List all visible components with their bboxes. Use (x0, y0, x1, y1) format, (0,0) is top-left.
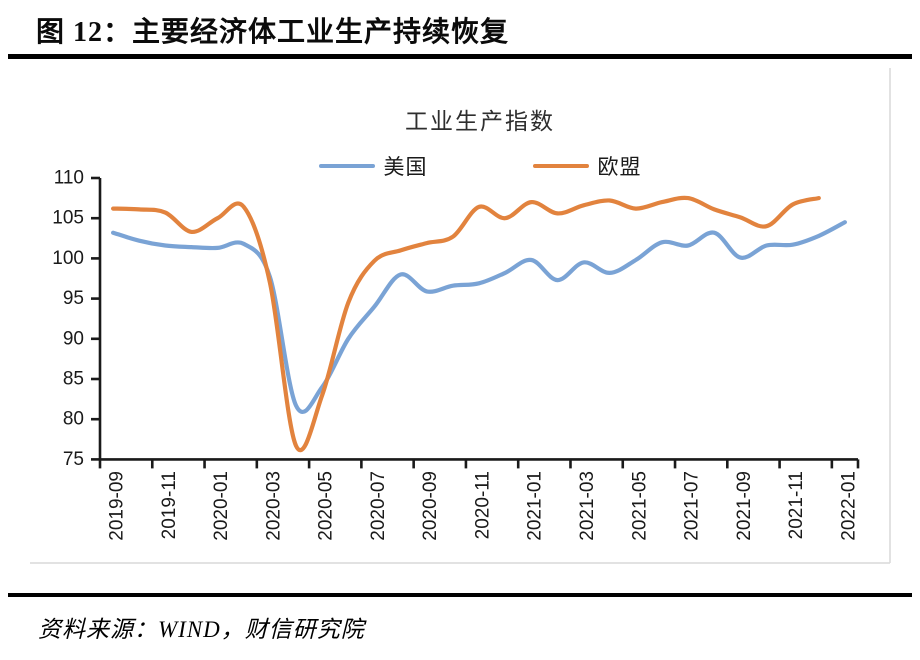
svg-text:2021-03: 2021-03 (577, 471, 598, 541)
svg-text:2022-01: 2022-01 (838, 471, 859, 541)
svg-text:2020-03: 2020-03 (263, 471, 284, 541)
svg-text:80: 80 (63, 409, 84, 430)
chart-legend: 美国 欧盟 (100, 151, 860, 181)
svg-text:2020-11: 2020-11 (472, 471, 493, 539)
y-axis-labels: 75 80 85 90 95 100 105 110 (52, 168, 84, 470)
svg-text:2021-07: 2021-07 (682, 471, 703, 541)
legend-label-eu: 欧盟 (597, 156, 642, 179)
svg-text:85: 85 (63, 369, 84, 390)
svg-text:100: 100 (52, 248, 84, 269)
eu-line-swatch (532, 164, 589, 168)
svg-text:2021-11: 2021-11 (786, 471, 807, 539)
svg-text:90: 90 (63, 328, 84, 349)
us-line-swatch (318, 164, 375, 168)
svg-text:2020-07: 2020-07 (368, 471, 389, 541)
source-text: 资料来源：WIND，财信研究院 (38, 617, 365, 642)
svg-text:105: 105 (52, 208, 84, 229)
svg-text:110: 110 (54, 168, 84, 189)
svg-text:95: 95 (63, 288, 84, 309)
series-line-0 (111, 220, 847, 415)
bottom-rule (8, 593, 912, 597)
figure-title: 图 12：主要经济体工业生产持续恢复 (36, 17, 510, 48)
legend-label-us: 美国 (383, 156, 428, 179)
series-line-1 (111, 195, 821, 453)
legend-item-us: 美国 (318, 151, 428, 181)
x-axis-labels: 2019-09 2019-11 2020-01 2020-03 2020-05 2020-… (107, 471, 860, 541)
svg-text:2021-01: 2021-01 (525, 471, 546, 541)
svg-text:2020-09: 2020-09 (420, 471, 441, 541)
svg-text:2020-01: 2020-01 (211, 471, 232, 541)
chart-title: 工业生产指数 (405, 108, 555, 134)
top-rule (8, 54, 912, 59)
svg-text:75: 75 (63, 449, 84, 470)
axes (91, 176, 860, 469)
svg-text:2019-11: 2019-11 (159, 471, 180, 539)
legend-item-eu: 欧盟 (532, 151, 642, 181)
svg-text:2021-05: 2021-05 (629, 471, 650, 541)
svg-text:2020-05: 2020-05 (316, 471, 337, 541)
svg-text:2019-09: 2019-09 (107, 471, 128, 541)
svg-text:2021-09: 2021-09 (734, 471, 755, 541)
cell-borders (30, 68, 891, 564)
